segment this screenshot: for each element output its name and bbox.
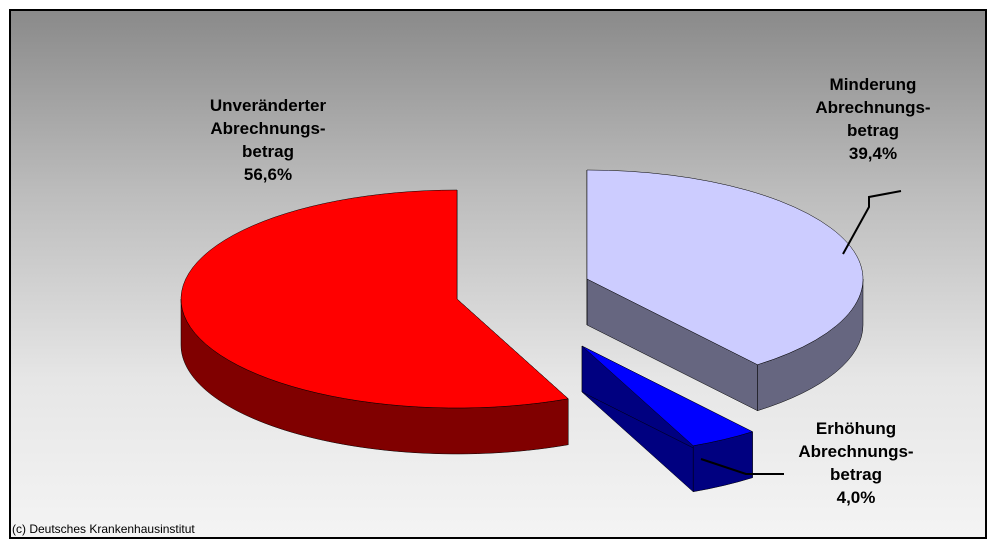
slice-value-label: 56,6% — [244, 165, 292, 184]
copyright-note: (c) Deutsches Krankenhausinstitut — [12, 522, 195, 536]
slice-label-line: Erhöhung — [816, 419, 896, 438]
pie-slice-2 — [586, 169, 864, 412]
leaders-layer — [700, 190, 902, 475]
pie-slice-3 — [581, 345, 754, 493]
pie-slice-top — [581, 345, 754, 447]
leader-line-3 — [700, 458, 784, 475]
slice-value-label: 4,0% — [837, 488, 876, 507]
pie-slice-top — [180, 189, 569, 409]
slice-label-line: Abrechnungs- — [210, 119, 325, 138]
labels-layer: Unveränderter Abrechnungs-betrag 56,6% Mind… — [210, 75, 931, 507]
pie-slice-1 — [180, 189, 569, 455]
slices-layer — [180, 169, 864, 493]
slice-value-label: 39,4% — [849, 144, 897, 163]
leader-line-2 — [842, 190, 902, 255]
slice-label-line: betrag — [847, 121, 899, 140]
slice-label-line: Abrechnungs- — [798, 442, 913, 461]
slice-label-line: betrag — [242, 142, 294, 161]
slice-label-1: Unveränderter Abrechnungs-betrag 56,6% — [210, 96, 327, 184]
slice-label-3: Erhöhung Abrechnungs-betrag 4,0% — [798, 419, 913, 507]
slice-label-line: betrag — [830, 465, 882, 484]
slice-label-line: Abrechnungs- — [815, 98, 930, 117]
slice-label-2: Minderung Abrechnungs-betrag 39,4% — [815, 75, 930, 163]
chart-frame: Unveränderter Abrechnungs-betrag 56,6% Mind… — [9, 9, 987, 539]
slice-label-line: Minderung — [830, 75, 917, 94]
slice-label-line: Unveränderter — [210, 96, 327, 115]
pie-chart: Unveränderter Abrechnungs-betrag 56,6% Mind… — [180, 75, 931, 507]
